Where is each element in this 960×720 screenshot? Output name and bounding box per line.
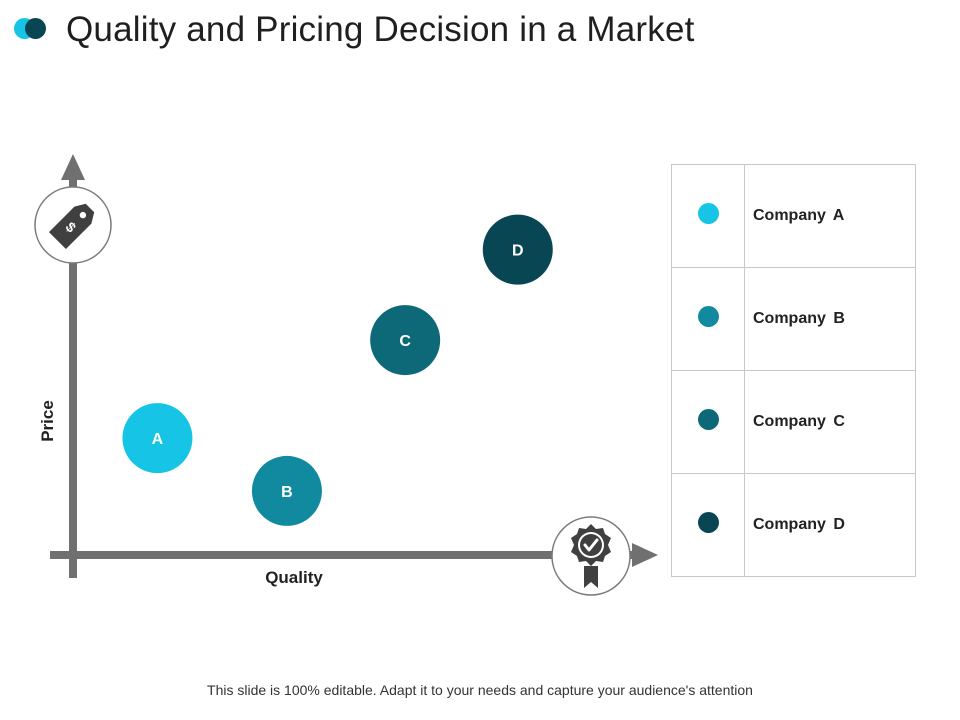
- legend-row: Company D: [671, 473, 916, 577]
- axes: [50, 154, 658, 578]
- legend-swatch-company-b: [697, 306, 719, 327]
- title-decoration: [14, 18, 48, 40]
- point-label-a: A: [152, 431, 164, 448]
- legend-label-company-c: Company C: [744, 370, 916, 474]
- legend-label-company-d: Company D: [744, 473, 916, 577]
- legend-swatch-company-d: [697, 512, 719, 533]
- y-axis-label: Price: [38, 400, 57, 442]
- y-axis-arrowhead: [61, 154, 85, 180]
- price-tag-icon: $: [34, 186, 112, 264]
- point-label-b: B: [281, 484, 293, 501]
- x-axis-label: Quality: [265, 568, 323, 587]
- legend-row: Company B: [671, 267, 916, 371]
- point-a: [122, 403, 193, 474]
- x-axis-arrowhead: [632, 543, 658, 567]
- page-title: Quality and Pricing Decision in a Market: [66, 10, 695, 49]
- point-c: [370, 305, 441, 376]
- legend-row: Company A: [671, 164, 916, 268]
- legend-label-company-b: Company B: [744, 267, 916, 371]
- legend-swatch-company-a: [697, 203, 719, 224]
- point-d: [482, 214, 553, 285]
- point-label-d: D: [512, 243, 524, 260]
- legend-label-company-a: Company A: [744, 164, 916, 268]
- point-b: [251, 455, 322, 526]
- data-points: A B C D: [122, 214, 553, 526]
- legend: Company A Company B Company C Company D: [671, 164, 916, 577]
- scatter-chart: $ Quality Price A B C D: [34, 154, 658, 596]
- legend-row: Company C: [671, 370, 916, 474]
- title-dot-dark: [25, 18, 46, 39]
- quality-badge-icon: [551, 516, 631, 596]
- footer-note: This slide is 100% editable. Adapt it to…: [207, 682, 753, 698]
- legend-swatch-company-c: [697, 409, 719, 430]
- point-label-c: C: [399, 333, 411, 350]
